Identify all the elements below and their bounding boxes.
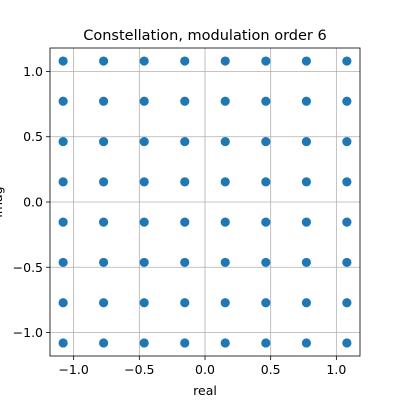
constellation-point (58, 298, 68, 308)
constellation-point (342, 338, 352, 348)
constellation-point (98, 257, 109, 268)
constellation-point (139, 96, 149, 106)
constellation-point (58, 257, 68, 268)
constellation-point (58, 217, 68, 227)
constellation-point (220, 298, 230, 308)
constellation-point (98, 177, 109, 187)
constellation-point (180, 298, 190, 308)
constellation-point (180, 177, 190, 187)
constellation-point (301, 298, 312, 308)
constellation-point (301, 217, 312, 227)
constellation-point (301, 257, 312, 268)
constellation-point (98, 96, 109, 106)
y-tick-label: −0.5 (13, 260, 43, 275)
constellation-point (139, 257, 149, 268)
y-axis-label: imag (0, 186, 5, 217)
chart-title: Constellation, modulation order 6 (83, 28, 326, 44)
x-tick-label: −0.5 (124, 362, 154, 377)
constellation-point (261, 298, 271, 308)
constellation-point (180, 217, 190, 227)
x-tick-label: 0.5 (261, 362, 281, 377)
constellation-point (58, 136, 68, 147)
constellation-point (301, 96, 312, 106)
constellation-point (220, 136, 230, 147)
constellation-point (342, 177, 352, 187)
constellation-point (220, 56, 230, 66)
constellation-point (261, 56, 271, 66)
constellation-point (220, 96, 230, 106)
x-axis-ticks: −1.0 −0.5 0.0 0.5 1.0 (58, 356, 346, 377)
constellation-point (220, 217, 230, 227)
constellation-point (58, 338, 68, 348)
constellation-point (342, 136, 352, 147)
constellation-point (98, 338, 109, 348)
constellation-point (261, 177, 271, 187)
constellation-point (180, 338, 190, 348)
constellation-point (261, 96, 271, 106)
constellation-point (261, 217, 271, 227)
x-tick-label: −1.0 (58, 362, 88, 377)
constellation-point (139, 177, 149, 187)
constellation-point (139, 338, 149, 348)
constellation-point (220, 257, 230, 268)
constellation-point (261, 257, 271, 268)
constellation-point (180, 56, 190, 66)
x-axis-label: real (193, 383, 217, 398)
x-tick-label: 1.0 (326, 362, 346, 377)
constellation-point (220, 177, 230, 187)
constellation-point (139, 56, 149, 66)
constellation-point (180, 136, 190, 147)
constellation-point (98, 136, 109, 147)
constellation-point (98, 217, 109, 227)
constellation-point (58, 56, 68, 66)
constellation-point (58, 177, 68, 187)
y-tick-label: −1.0 (13, 325, 43, 340)
constellation-point (261, 136, 271, 147)
y-axis-ticks: −1.0 −0.5 0.0 0.5 1.0 (13, 64, 50, 340)
constellation-point (139, 298, 149, 308)
y-tick-label: 0.5 (23, 129, 43, 144)
y-tick-label: 0.0 (23, 195, 43, 210)
constellation-point (261, 338, 271, 348)
constellation-point (180, 257, 190, 268)
constellation-point (342, 56, 352, 66)
constellation-point (342, 96, 352, 106)
constellation-point (301, 177, 312, 187)
constellation-point (139, 136, 149, 147)
grid (50, 48, 360, 356)
constellation-point (180, 96, 190, 106)
x-tick-label: 0.0 (195, 362, 215, 377)
constellation-point (220, 338, 230, 348)
constellation-point (342, 257, 352, 268)
constellation-point (301, 338, 312, 348)
constellation-point (342, 217, 352, 227)
constellation-point (98, 298, 109, 308)
constellation-point (301, 56, 312, 66)
constellation-point (98, 56, 109, 66)
data-points (58, 56, 352, 348)
constellation-point (301, 136, 312, 147)
constellation-point (58, 96, 68, 106)
constellation-point (342, 298, 352, 308)
y-tick-label: 1.0 (23, 64, 43, 79)
constellation-point (139, 217, 149, 227)
